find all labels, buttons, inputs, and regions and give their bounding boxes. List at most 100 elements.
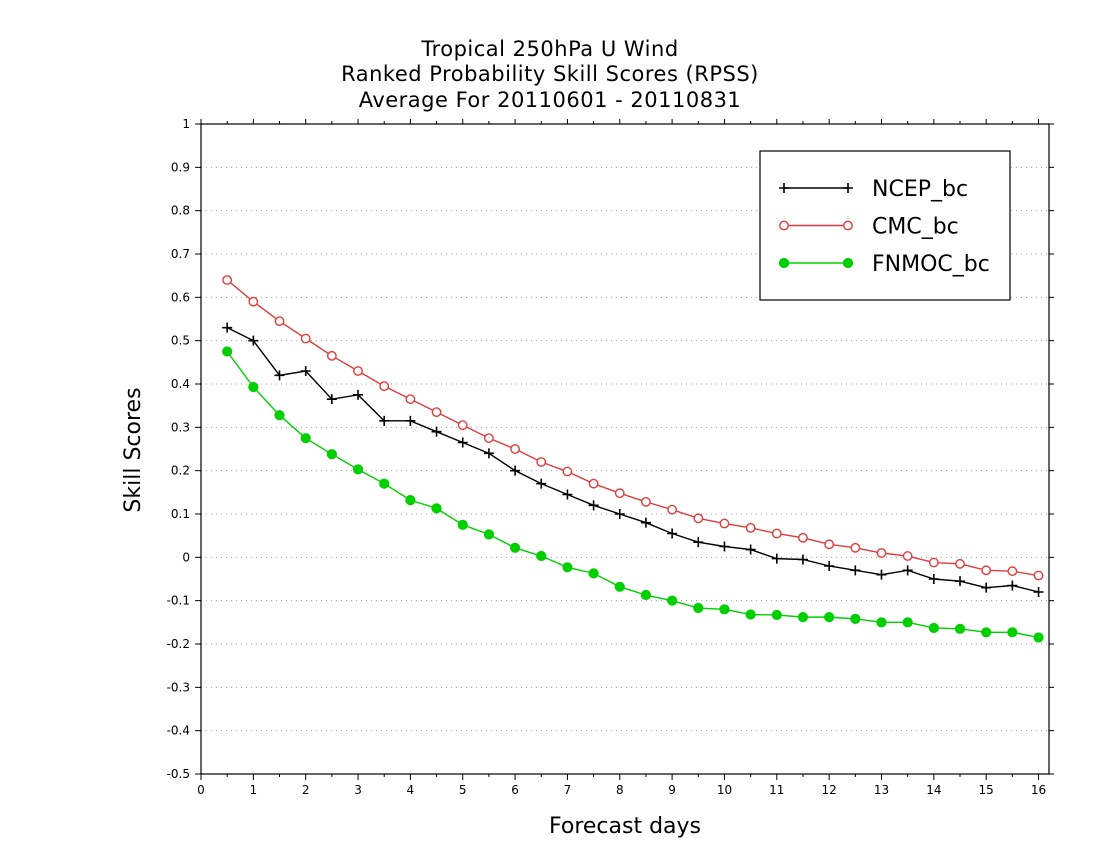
y-tick-label: -0.2: [167, 637, 190, 651]
data-point: [562, 466, 573, 477]
legend-label: CMC_bc: [872, 215, 959, 240]
y-tick-label: -0.5: [167, 767, 190, 781]
legend-label: FNMOC_bc: [872, 252, 990, 277]
data-point: [588, 478, 599, 489]
x-tick-label: 12: [822, 783, 837, 797]
data-point: [850, 542, 861, 553]
data-point: [405, 394, 416, 405]
legend: NCEP_bc CMC_bc FNMOC_bc: [759, 150, 1011, 301]
plot-frame: [200, 123, 1050, 775]
x-tick-label: 11: [769, 783, 784, 797]
data-point: [981, 627, 992, 638]
data-point: [745, 522, 756, 533]
data-point: [536, 457, 547, 467]
legend-marker: [843, 183, 853, 193]
series-fnmoc-bc: [222, 346, 1044, 643]
data-point: [693, 537, 704, 548]
legend-marker: [778, 257, 790, 269]
x-tick-label: 3: [354, 783, 362, 797]
data-point: [484, 433, 494, 444]
data-point: [300, 333, 311, 344]
data-point: [614, 581, 625, 592]
data-point: [326, 350, 337, 361]
x-tick-label: 10: [717, 783, 732, 797]
y-tick-label: 1: [182, 117, 190, 131]
data-point: [1007, 566, 1018, 577]
data-point: [640, 517, 651, 528]
data-point: [902, 565, 913, 576]
y-tick-label: -0.4: [167, 724, 190, 738]
y-tick-label: 0.9: [171, 160, 190, 174]
x-tick-label: 13: [874, 783, 889, 797]
y-tick-label: 0.6: [171, 290, 190, 304]
data-point: [614, 509, 625, 519]
data-point: [274, 410, 285, 421]
x-axis-title: Forecast days: [549, 814, 701, 839]
series-cmc-bc: [222, 275, 1044, 581]
data-point: [248, 381, 259, 393]
data-point: [300, 366, 311, 376]
data-point: [510, 444, 520, 454]
data-point: [1007, 627, 1018, 638]
chart-title-line-2: Ranked Probability Skill Scores (RPSS): [341, 62, 759, 86]
y-tick-label: 0.7: [171, 247, 190, 261]
data-point: [640, 589, 652, 601]
data-point: [300, 433, 311, 444]
data-point: [719, 518, 730, 529]
series-line: [226, 327, 1039, 593]
data-point: [824, 561, 835, 571]
y-tick-label: 0.4: [171, 377, 190, 391]
data-point: [928, 557, 939, 568]
data-point: [431, 407, 442, 418]
x-tick-label: 5: [459, 783, 467, 797]
data-point: [928, 622, 939, 634]
data-point: [509, 542, 521, 553]
data-point: [326, 394, 337, 405]
data-point: [771, 528, 782, 539]
data-point: [902, 551, 913, 561]
data-point: [797, 554, 808, 565]
y-tick-label: 0.2: [171, 464, 190, 478]
data-point: [745, 609, 756, 620]
data-point: [667, 528, 678, 539]
data-point: [955, 576, 966, 587]
data-point: [850, 565, 861, 576]
x-tick-label: 14: [926, 783, 941, 797]
x-tick-label: 4: [407, 783, 415, 797]
data-point: [667, 504, 678, 515]
data-point: [798, 532, 808, 543]
y-axis-title: Skill Scores: [121, 387, 146, 512]
data-point: [274, 316, 285, 327]
data-point: [353, 366, 363, 376]
data-point: [222, 346, 233, 357]
data-point: [431, 503, 442, 514]
data-point: [483, 448, 494, 459]
data-point: [641, 496, 651, 507]
data-point: [745, 544, 756, 555]
data-point: [562, 562, 573, 573]
data-point: [1033, 570, 1044, 581]
chart-title-line-3: Average For 20110601 - 20110831: [358, 88, 742, 112]
x-tick-label: 15: [979, 783, 994, 797]
data-point: [928, 574, 939, 584]
y-tick-label: 0.3: [171, 420, 190, 434]
data-point: [222, 275, 233, 285]
data-point: [483, 529, 495, 540]
data-point: [248, 335, 259, 346]
data-point: [248, 296, 259, 307]
data-point: [536, 550, 547, 562]
series-layer: [222, 275, 1044, 643]
data-point: [693, 602, 704, 614]
series-ncep-bc: [222, 322, 1044, 597]
data-point: [352, 464, 364, 475]
y-tick-label: -0.3: [167, 680, 190, 694]
x-tick-label: 0: [197, 783, 205, 797]
data-point: [379, 381, 390, 392]
x-tick-label: 2: [302, 783, 310, 797]
y-tick-label: 0.5: [171, 334, 190, 348]
data-point: [562, 489, 573, 500]
data-point: [353, 389, 364, 400]
data-point: [955, 558, 965, 569]
data-point: [405, 415, 416, 426]
series-line: [226, 351, 1039, 639]
